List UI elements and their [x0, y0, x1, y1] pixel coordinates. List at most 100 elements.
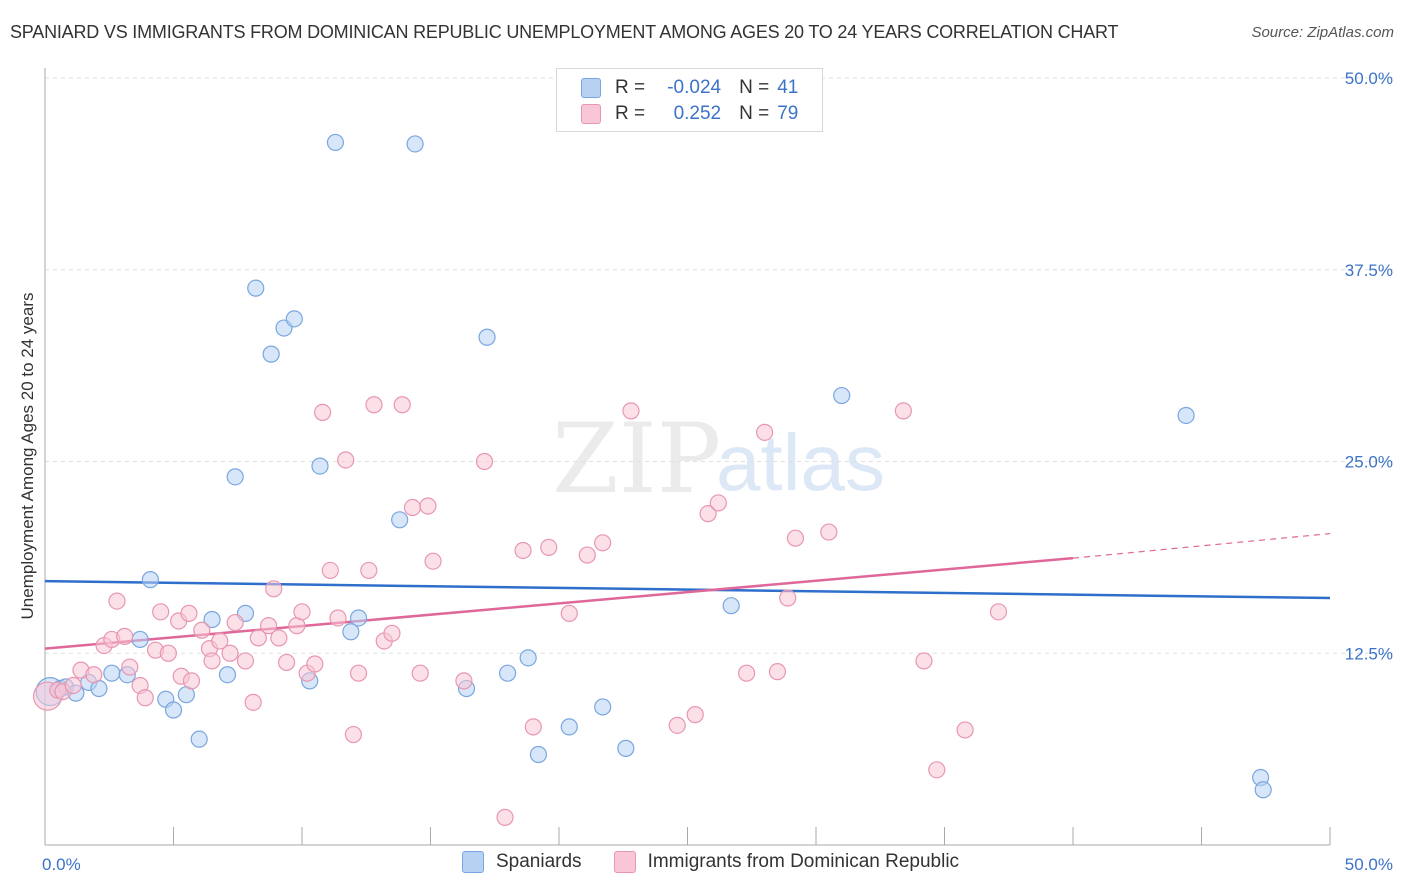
- x-tick-label: 0.0%: [42, 855, 81, 874]
- legend-row-spaniards: R = -0.024 N = 41: [581, 76, 798, 100]
- immigrants-point: [136, 689, 154, 707]
- y-tick-label: 25.0%: [1345, 453, 1393, 472]
- immigrants-point: [203, 652, 221, 670]
- spaniards-point: [1177, 406, 1195, 425]
- immigrants-point: [989, 603, 1008, 621]
- legend-n-value: 41: [777, 77, 799, 98]
- legend-r-label: R =: [615, 77, 646, 98]
- immigrants-point: [313, 403, 332, 422]
- y-tick-label: 37.5%: [1345, 261, 1393, 280]
- legend-n-label: N =: [739, 103, 770, 124]
- immigrants-point: [226, 613, 244, 632]
- spaniards-point: [326, 133, 345, 152]
- legend-row-immigrants: R = 0.252 N = 79: [581, 102, 798, 126]
- immigrants-point: [182, 672, 201, 690]
- immigrants-point: [709, 494, 727, 512]
- spaniards-point: [391, 511, 409, 529]
- immigrants-point: [560, 604, 578, 622]
- immigrants-point: [622, 402, 640, 420]
- legend-r-value: 0.252: [673, 103, 722, 124]
- spaniards-point: [103, 664, 121, 682]
- legend-swatch-pink: [613, 851, 636, 873]
- chart-title: SPANIARD VS IMMIGRANTS FROM DOMINICAN RE…: [10, 22, 1119, 42]
- immigrants-point: [475, 452, 494, 471]
- immigrants-point: [337, 451, 355, 469]
- immigrants-point: [270, 629, 288, 647]
- immigrants-point: [403, 498, 422, 517]
- y-tick-label: 12.5%: [1345, 644, 1393, 663]
- data-points: [32, 133, 1272, 826]
- legend-n-value: 79: [777, 103, 799, 124]
- spaniards-point: [311, 457, 329, 475]
- immigrants-point: [419, 497, 437, 515]
- immigrants-point: [344, 725, 362, 744]
- spaniards-point: [833, 386, 851, 405]
- immigrants-point: [211, 632, 229, 650]
- spaniards-point: [560, 718, 578, 736]
- immigrants-point: [514, 541, 532, 560]
- spaniards-point: [190, 730, 208, 748]
- spaniards-point: [617, 739, 635, 757]
- immigrants-point: [108, 592, 126, 610]
- immigrants-point: [121, 658, 139, 676]
- immigrants-point: [686, 706, 704, 724]
- immigrants-point: [64, 676, 82, 695]
- legend-swatch-blue: [581, 78, 601, 98]
- immigrants-point: [236, 652, 255, 670]
- immigrants-point: [915, 652, 933, 670]
- immigrants-point: [411, 664, 429, 682]
- immigrants-point: [277, 653, 296, 672]
- immigrants-point: [755, 423, 774, 441]
- spaniards-point: [499, 664, 517, 682]
- y-tick-label: 50.0%: [1345, 69, 1393, 88]
- legend-swatch-pink: [581, 104, 601, 124]
- spaniards-point: [226, 468, 244, 486]
- immigrants-point: [894, 402, 912, 420]
- immigrants-point: [259, 617, 278, 635]
- immigrants-point: [699, 505, 717, 523]
- immigrants-point: [928, 761, 946, 779]
- spaniards-trend-line: [44, 579, 1331, 600]
- source-credit: Source: ZipAtlas.com: [1251, 24, 1394, 41]
- immigrants-point: [738, 664, 756, 682]
- immigrants-point: [360, 561, 378, 580]
- immigrants-point: [779, 589, 797, 607]
- spaniards-point: [342, 623, 360, 641]
- immigrants-point: [349, 664, 368, 682]
- immigrants-point: [329, 609, 347, 627]
- correlation-legend: R = -0.024 N = 41 R = 0.252 N = 79: [556, 68, 823, 132]
- watermark-zip: ZIP: [552, 403, 721, 515]
- spaniards-point: [218, 666, 237, 684]
- spaniards-point: [131, 630, 149, 649]
- immigrants-point: [180, 604, 198, 622]
- spaniards-point: [262, 345, 280, 363]
- immigrants-point: [152, 603, 170, 621]
- immigrants-point: [193, 621, 211, 639]
- watermark-atlas: atlas: [716, 418, 885, 507]
- immigrants-point: [265, 580, 283, 598]
- immigrants-point: [221, 644, 239, 662]
- spaniards-point: [722, 597, 740, 615]
- spaniards-point: [478, 328, 496, 346]
- spaniards-point: [203, 610, 221, 629]
- watermark: ZIP atlas: [552, 403, 885, 515]
- legend-label-immigrants: Immigrants from Dominican Republic: [647, 851, 960, 872]
- immigrants-point: [159, 644, 177, 662]
- legend-n-label: N =: [739, 77, 770, 98]
- spaniards-point: [349, 609, 368, 627]
- legend-label-spaniards: Spaniards: [496, 851, 582, 872]
- immigrants-point: [424, 552, 442, 570]
- legend-item-spaniards: Spaniards: [462, 851, 582, 873]
- immigrants-point: [820, 523, 838, 541]
- x-tick-label: 50.0%: [1345, 855, 1393, 874]
- axes: [44, 68, 1331, 846]
- immigrants-trend-extension: [1072, 533, 1331, 559]
- immigrants-point: [365, 396, 383, 414]
- immigrants-point: [768, 663, 787, 681]
- trend-lines: [44, 533, 1331, 650]
- immigrants-point: [786, 529, 805, 547]
- immigrants-point: [293, 603, 311, 621]
- spaniards-point: [519, 649, 537, 667]
- spaniards-point: [164, 701, 183, 719]
- spaniards-point: [141, 571, 159, 589]
